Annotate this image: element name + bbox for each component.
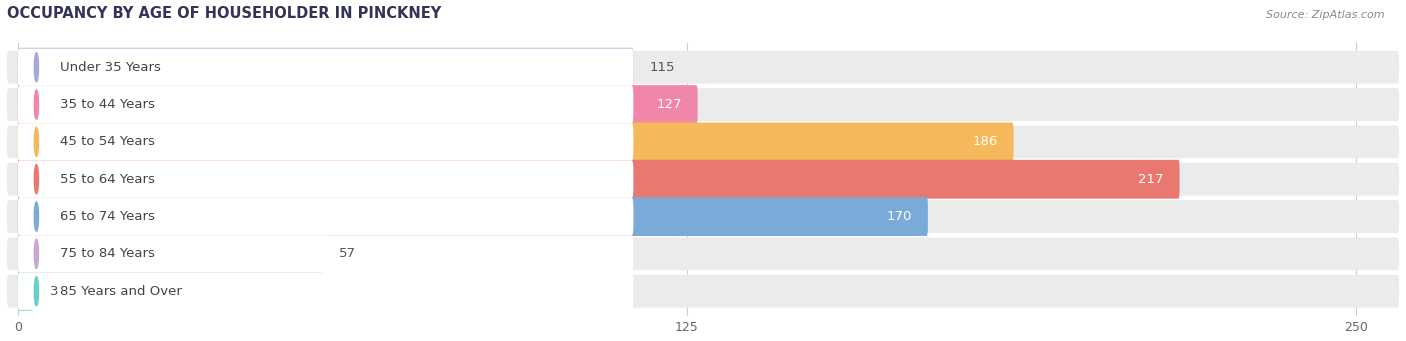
Circle shape: [34, 277, 38, 306]
Text: Source: ZipAtlas.com: Source: ZipAtlas.com: [1267, 10, 1385, 20]
FancyBboxPatch shape: [18, 198, 633, 235]
Text: 65 to 74 Years: 65 to 74 Years: [60, 210, 155, 223]
Text: 85 Years and Over: 85 Years and Over: [60, 285, 183, 298]
FancyBboxPatch shape: [18, 235, 323, 273]
Text: 3: 3: [49, 285, 58, 298]
FancyBboxPatch shape: [18, 48, 633, 87]
FancyBboxPatch shape: [18, 235, 633, 272]
FancyBboxPatch shape: [18, 197, 928, 236]
FancyBboxPatch shape: [18, 272, 34, 311]
Text: 57: 57: [339, 248, 356, 261]
Text: 55 to 64 Years: 55 to 64 Years: [60, 173, 155, 186]
Circle shape: [34, 239, 38, 268]
Text: 217: 217: [1137, 173, 1164, 186]
FancyBboxPatch shape: [18, 48, 633, 86]
FancyBboxPatch shape: [7, 125, 1399, 158]
FancyBboxPatch shape: [7, 51, 1399, 84]
FancyBboxPatch shape: [18, 85, 697, 124]
FancyBboxPatch shape: [7, 237, 1399, 270]
Circle shape: [34, 127, 38, 157]
Circle shape: [34, 202, 38, 231]
FancyBboxPatch shape: [18, 161, 633, 198]
Circle shape: [34, 90, 38, 119]
Text: 75 to 84 Years: 75 to 84 Years: [60, 248, 155, 261]
FancyBboxPatch shape: [7, 88, 1399, 121]
Text: OCCUPANCY BY AGE OF HOUSEHOLDER IN PINCKNEY: OCCUPANCY BY AGE OF HOUSEHOLDER IN PINCK…: [7, 6, 441, 21]
Circle shape: [34, 53, 38, 82]
FancyBboxPatch shape: [7, 275, 1399, 308]
Text: 35 to 44 Years: 35 to 44 Years: [60, 98, 155, 111]
Text: 186: 186: [972, 135, 997, 148]
FancyBboxPatch shape: [18, 123, 633, 161]
FancyBboxPatch shape: [18, 86, 633, 123]
Text: Under 35 Years: Under 35 Years: [60, 61, 162, 74]
FancyBboxPatch shape: [18, 272, 633, 310]
FancyBboxPatch shape: [7, 200, 1399, 233]
Text: 127: 127: [657, 98, 682, 111]
Circle shape: [34, 165, 38, 194]
FancyBboxPatch shape: [7, 163, 1399, 196]
FancyBboxPatch shape: [18, 160, 1180, 199]
Text: 45 to 54 Years: 45 to 54 Years: [60, 135, 155, 148]
Text: 115: 115: [650, 61, 675, 74]
Text: 170: 170: [886, 210, 912, 223]
FancyBboxPatch shape: [18, 122, 1014, 161]
